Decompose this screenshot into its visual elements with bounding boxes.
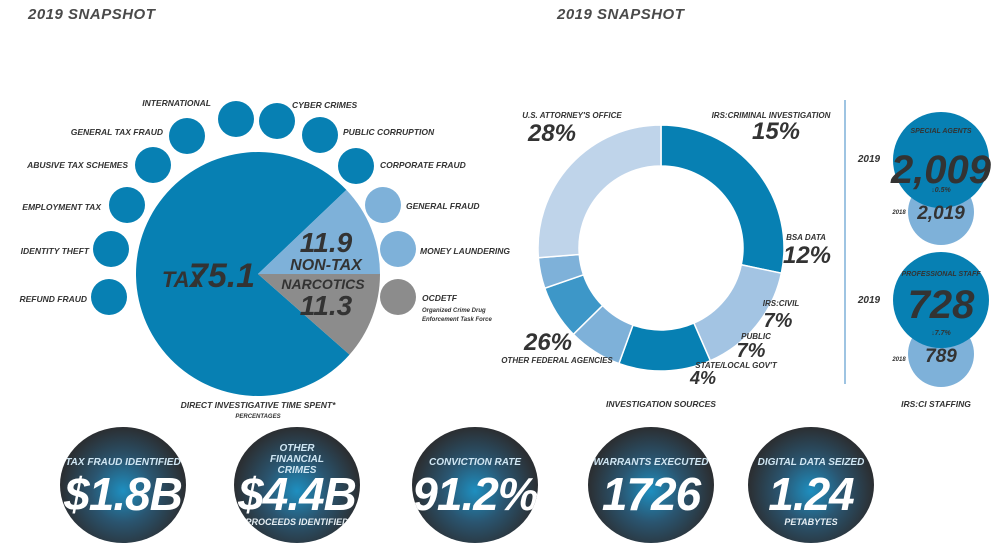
staffing-prior-value: 789 (925, 346, 957, 367)
tax-category-dot (135, 147, 171, 183)
pie-label-tax: TAX (162, 267, 206, 292)
pie-value-tax: 75.1 (189, 257, 255, 295)
narcotics-category-dot (380, 279, 416, 315)
nontax-category-dot (338, 148, 374, 184)
staffing-current-year: 2019 (857, 154, 881, 165)
staffing-change: ↓0.5% (931, 187, 951, 194)
stat-other-financial: OTHER FINANCIAL CRIMES $4.4B PROCEEDS ID… (234, 427, 360, 543)
narcotics-category-note: Organized Crime Drug (422, 308, 486, 314)
donut-slice-label: U.S. ATTORNEY'S OFFICE (522, 111, 622, 120)
tax-category-dot (93, 231, 129, 267)
tax-category-dot (91, 279, 127, 315)
stat-conviction-rate: CONVICTION RATE 91.2% (412, 427, 538, 543)
stat-label: DIGITAL DATA SEIZED (757, 457, 865, 468)
pie-label-narcotics: NARCOTICS (281, 276, 365, 292)
staffing-current-year: 2019 (857, 295, 881, 306)
stat-label: OTHER FINANCIAL CRIMES (270, 443, 324, 476)
donut-slice-label: IRS:CRIMINAL INVESTIGATION (712, 111, 831, 120)
stat-value: 1.24 (768, 468, 855, 520)
stat-label: TAX FRAUD IDENTIFIED (65, 457, 181, 468)
staffing-group-name: SPECIAL AGENTS (910, 128, 971, 135)
staffing-prior-year: 2018 (891, 210, 906, 216)
tax-category-label: EMPLOYMENT TAX (22, 202, 102, 212)
tax-category-label: GENERAL TAX FRAUD (71, 127, 163, 137)
left-header: 2019 SNAPSHOT (28, 6, 156, 23)
stat-tax-fraud: TAX FRAUD IDENTIFIED $1.8B (60, 427, 186, 543)
donut-slice (660, 124, 785, 275)
stat-value: 1726 (601, 468, 701, 520)
right-header: 2019 SNAPSHOT (557, 6, 685, 23)
nontax-category-label: GENERAL FRAUD (406, 201, 480, 211)
donut-slice-label: BSA DATA (786, 233, 826, 242)
stat-value: $4.4B (238, 468, 357, 520)
donut-title: INVESTIGATION SOURCES (606, 399, 716, 409)
stat-warrants: WARRANTS EXECUTED 1726 (588, 427, 714, 543)
tax-category-dot (169, 118, 205, 154)
tax-category-dot (218, 101, 254, 137)
pie-title: DIRECT INVESTIGATIVE TIME SPENT* (181, 400, 336, 410)
donut-slice-label: STATE/LOCAL GOV'T (695, 361, 778, 370)
stat-sublabel: PETABYTES (784, 517, 838, 527)
donut-slice-value: 4% (689, 368, 716, 388)
stat-label: WARRANTS EXECUTED (593, 457, 709, 468)
staffing-change: ↓7.7% (931, 330, 951, 337)
stat-value: 91.2% (412, 468, 538, 520)
staffing-current-value: 2,009 (890, 148, 992, 192)
tax-category-label: INTERNATIONAL (142, 98, 211, 108)
nontax-category-dot (302, 117, 338, 153)
donut-slice-value: 12% (783, 242, 831, 269)
staffing-current-circle (893, 112, 989, 208)
donut-slice-label: PUBLIC (741, 332, 771, 341)
narcotics-category-label: OCDETF (422, 293, 458, 303)
stat-digital-data: DIGITAL DATA SEIZED 1.24 PETABYTES (748, 427, 874, 543)
tax-category-label: IDENTITY THEFT (21, 246, 90, 256)
donut-slice-label: OTHER FEDERAL AGENCIES (501, 356, 613, 365)
tax-category-label: REFUND FRAUD (19, 294, 87, 304)
pie-slice-narcotics (258, 274, 380, 355)
stat-label: CONVICTION RATE (428, 457, 522, 468)
pie-slice-nontax (258, 189, 380, 274)
donut-slice-value: 15% (752, 118, 800, 145)
nontax-category-label: PUBLIC CORRUPTION (343, 127, 435, 137)
tax-category-dot (109, 187, 145, 223)
nontax-category-label: CYBER CRIMES (292, 100, 358, 110)
donut-slice-value: 28% (527, 120, 576, 147)
stat-sublabel: PROCEEDS IDENTIFIED (245, 517, 349, 527)
staffing-group-name: PROFESSIONAL STAFF (901, 271, 981, 278)
tax-category-label: ABUSIVE TAX SCHEMES (26, 160, 128, 170)
pie-label-nontax: NON-TAX (290, 257, 363, 274)
donut-slice-label: IRS:CIVIL (763, 299, 800, 308)
nontax-category-dot (380, 231, 416, 267)
staffing-title: IRS:CI STAFFING (901, 399, 971, 409)
stat-value: $1.8B (64, 468, 183, 520)
nontax-category-dot (365, 187, 401, 223)
pie-value-nontax: 11.9 (300, 227, 353, 258)
staffing-prior-year: 2018 (891, 357, 906, 363)
pie-subtitle: PERCENTAGES (235, 414, 280, 420)
donut-slice-value: 26% (523, 329, 572, 356)
staffing-current-value: 728 (908, 283, 975, 327)
pie-slice-tax (135, 151, 350, 396)
nontax-category-dot (259, 103, 295, 139)
nontax-category-label: CORPORATE FRAUD (380, 160, 466, 170)
donut-slice-value: 7% (764, 310, 793, 332)
staffing-current-circle (893, 252, 989, 348)
narcotics-category-note: Enforcement Task Force (422, 317, 492, 323)
nontax-category-label: MONEY LAUNDERING (420, 246, 510, 256)
pie-value-narcotics: 11.3 (300, 290, 353, 321)
donut-slice (537, 124, 662, 259)
donut-slice-value: 7% (737, 340, 766, 362)
staffing-prior-value: 2,019 (916, 203, 965, 224)
